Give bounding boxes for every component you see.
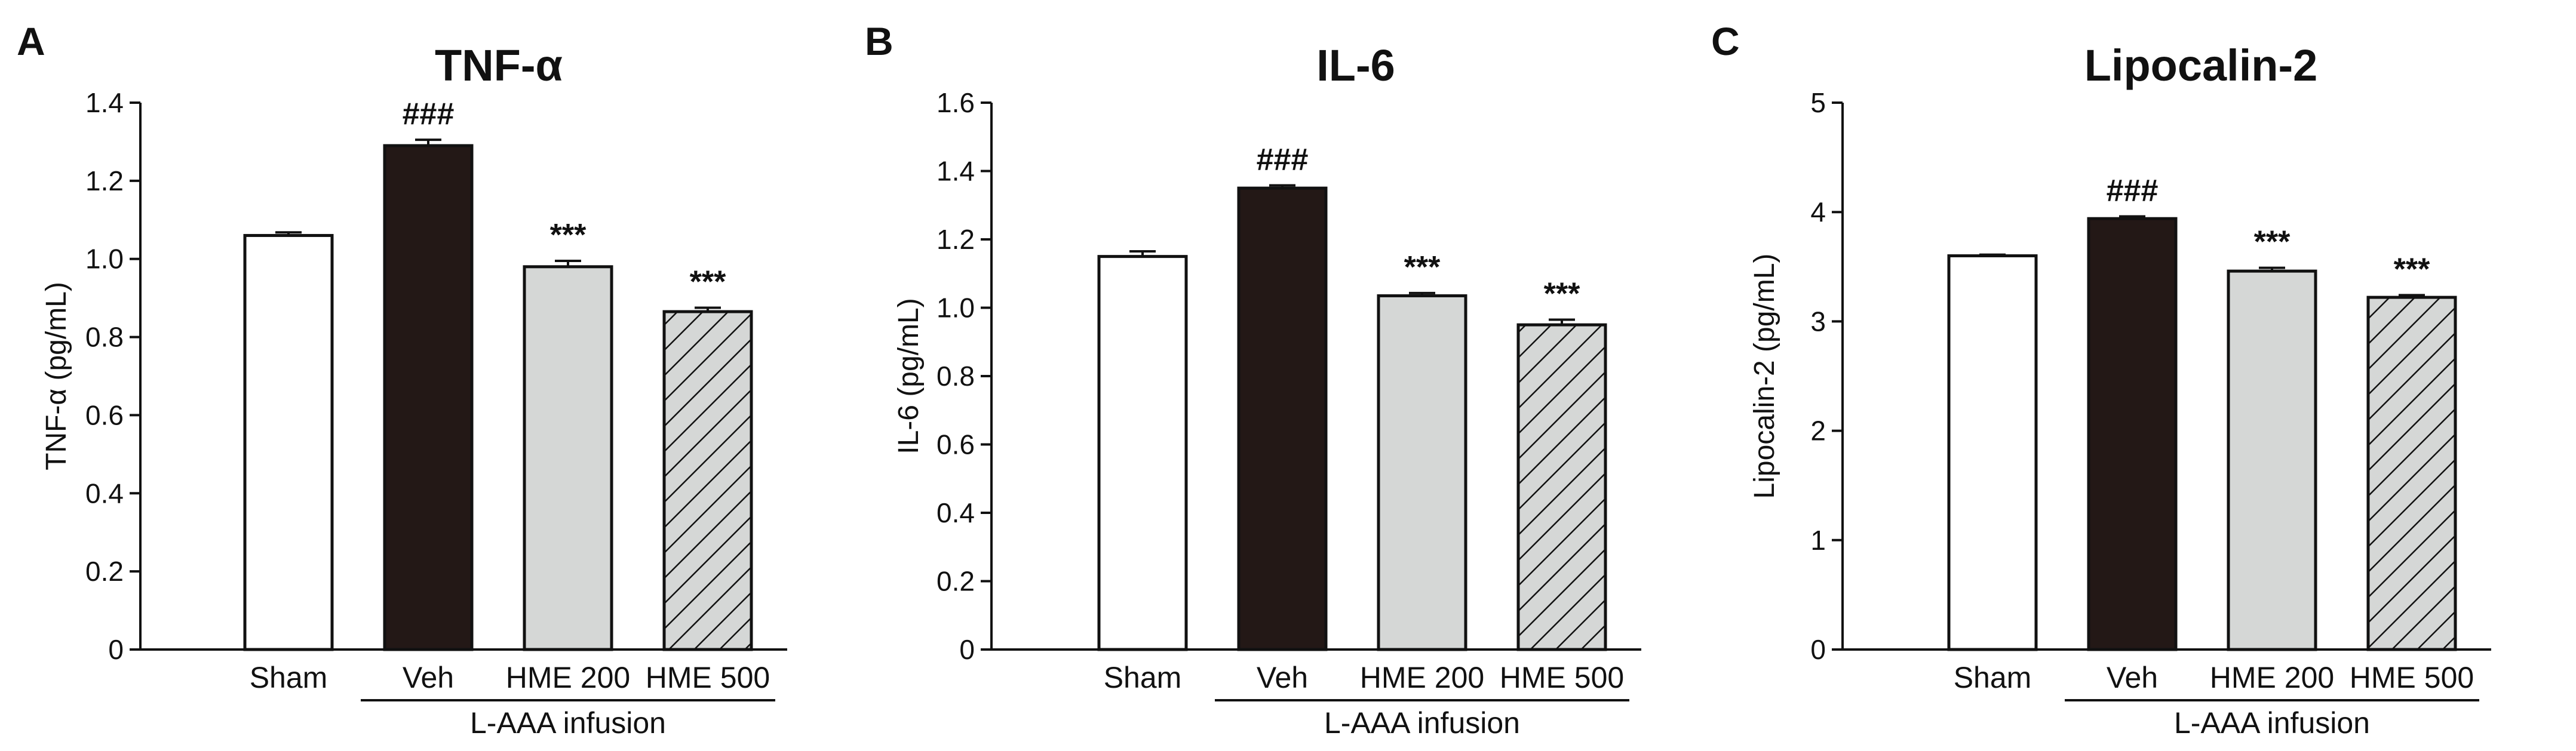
y-tick-label: 1.4 <box>937 156 975 187</box>
y-tick-label: 2 <box>1810 415 1826 447</box>
y-tick-label: 0.4 <box>85 478 124 509</box>
y-tick-label: 0.8 <box>937 361 975 392</box>
x-tick-label: Sham <box>1954 661 2032 694</box>
y-tick-label: 1.2 <box>85 165 124 196</box>
y-tick-label: 0.6 <box>937 429 975 460</box>
significance-label: *** <box>1544 277 1580 312</box>
y-tick-label: 1.4 <box>85 87 124 118</box>
y-tick-label: 1.0 <box>937 293 975 324</box>
group-label: L-AAA infusion <box>470 706 666 740</box>
y-tick-label: 0 <box>1810 634 1826 665</box>
group-label: L-AAA infusion <box>2174 706 2370 740</box>
y-tick-label: 0.2 <box>937 566 975 597</box>
bar-veh <box>1237 186 1328 651</box>
y-tick-label: 0 <box>108 634 124 665</box>
significance-label: ### <box>1257 143 1309 177</box>
chart-panel-c: C Lipocalin-2 0 1 2 3 4 5 Lipocalin-2 (pg/mL) Sha… <box>1711 19 2491 740</box>
x-tick-label: Veh <box>2107 661 2158 694</box>
significance-label: ### <box>2107 174 2159 208</box>
y-tick-label: 0 <box>959 634 975 665</box>
y-tick-label: 0.6 <box>85 399 124 430</box>
y-tick-label: 1.6 <box>937 87 975 118</box>
x-tick-label: HME 500 <box>646 661 770 694</box>
y-axis-label: Lipocalin-2 (pg/mL) <box>1749 254 1780 499</box>
y-tick-label: 3 <box>1810 306 1826 337</box>
panel-letter: B <box>865 19 894 63</box>
chart-title: IL-6 <box>1316 41 1395 90</box>
group-label: L-AAA infusion <box>1324 706 1520 740</box>
significance-label: *** <box>550 218 587 253</box>
y-axis-label: IL-6 (pg/mL) <box>893 298 925 454</box>
x-tick-label: Sham <box>250 661 328 694</box>
x-tick-label: HME 500 <box>1500 661 1624 694</box>
y-tick-label: 1.0 <box>85 244 124 275</box>
x-tick-label: HME 200 <box>2210 661 2334 694</box>
x-tick-label: HME 200 <box>506 661 630 694</box>
bar-sham <box>243 233 334 651</box>
panel-letter: C <box>1711 19 1740 63</box>
y-tick-label: 0.2 <box>85 556 124 587</box>
x-tick-label: Veh <box>1257 661 1308 694</box>
bar-hme-200 <box>523 265 613 651</box>
x-tick-label: HME 200 <box>1360 661 1484 694</box>
bar-sham <box>1097 255 1188 651</box>
significance-label: *** <box>690 265 726 300</box>
chart-title: TNF-α <box>435 41 563 90</box>
y-tick-label: 1.2 <box>937 224 975 255</box>
y-tick-label: 4 <box>1810 196 1826 227</box>
x-tick-label: Sham <box>1104 661 1182 694</box>
y-tick-label: 0.8 <box>85 322 124 353</box>
bar-veh <box>383 144 474 651</box>
bar-sham <box>1947 254 2038 651</box>
x-tick-label: HME 500 <box>2350 661 2474 694</box>
significance-label: *** <box>1404 250 1441 285</box>
bar-hme-500 <box>1516 323 1607 651</box>
y-tick-label: 1 <box>1810 525 1826 556</box>
bar-hme-200 <box>2227 269 2317 651</box>
panel-letter: A <box>17 19 45 63</box>
chart-panel-b: B IL-6 0 0.2 0.4 0.6 0.8 1.0 1.2 1.4 1.6 IL-6 (pg/m… <box>865 19 1641 740</box>
y-tick-label: 5 <box>1810 87 1826 118</box>
significance-label: ### <box>403 97 455 131</box>
bar-hme-200 <box>1377 294 1467 651</box>
bar-veh <box>2087 217 2178 651</box>
bar-hme-500 <box>2366 296 2457 651</box>
chart-panel-a: A TNF-α 0 0.2 0.4 0.6 0.8 1.0 1.2 1.4 TNF-α (pg/mL… <box>17 19 787 740</box>
x-tick-label: Veh <box>403 661 454 694</box>
significance-label: *** <box>2394 252 2430 287</box>
bar-hme-500 <box>662 310 753 651</box>
significance-label: *** <box>2254 225 2291 260</box>
chart-title: Lipocalin-2 <box>2084 41 2318 90</box>
y-axis-label: TNF-α (pg/mL) <box>41 282 72 470</box>
y-tick-label: 0.4 <box>937 497 975 528</box>
